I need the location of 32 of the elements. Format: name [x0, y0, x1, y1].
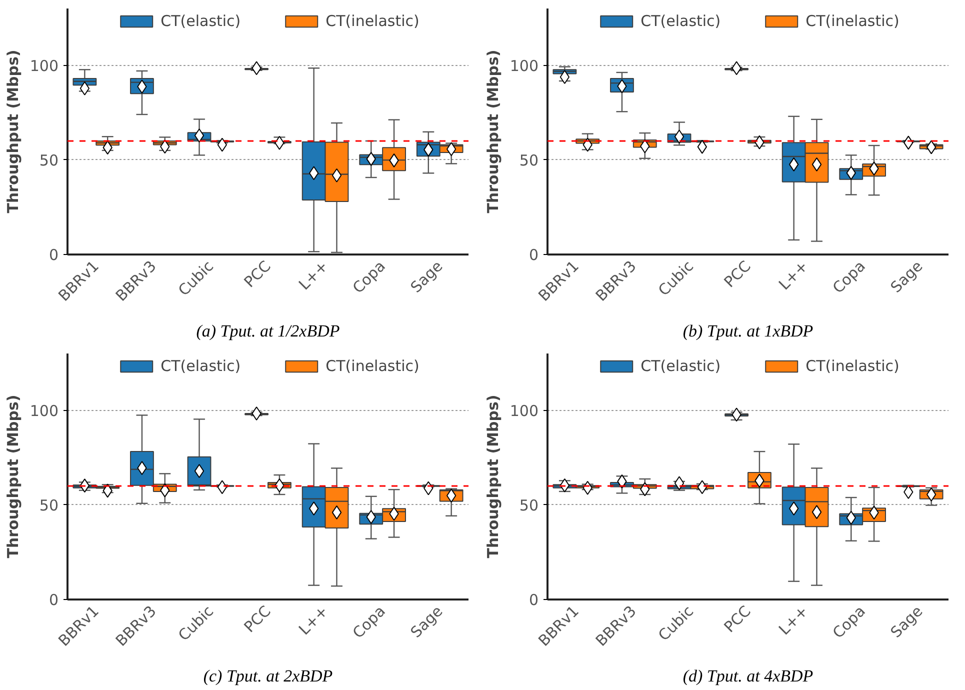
legend-label: CT(inelastic) — [806, 357, 900, 375]
y-tick-label: 100 — [30, 56, 59, 75]
legend-label: CT(elastic) — [160, 12, 241, 30]
y-tick-label: 100 — [510, 402, 539, 420]
y-axis-title: Throughput (Mbps) — [4, 394, 22, 558]
legend-label: CT(inelastic) — [806, 12, 900, 30]
legend-label: CT(elastic) — [640, 12, 721, 30]
y-tick-label: 50 — [39, 496, 59, 514]
text: (a) Tput. at 1/2xBDP — [196, 322, 340, 340]
y-axis-title: Throughput (Mbps) — [484, 394, 502, 558]
text: (c) Tput. at 2xBDP — [203, 666, 333, 686]
y-tick-label: 50 — [519, 151, 539, 170]
y-axis-title: Throughput (Mbps) — [4, 50, 22, 214]
y-tick-label: 50 — [39, 151, 59, 170]
legend-label: CT(elastic) — [640, 357, 721, 375]
x-tick-label: L++ — [295, 257, 332, 294]
y-tick-label: 0 — [48, 246, 59, 264]
y-tick-label: 100 — [30, 402, 59, 420]
text: (d) Tput. at 4xBDP — [682, 666, 814, 686]
x-tick-label: L++ — [775, 257, 812, 294]
x-tick-label: L++ — [775, 602, 812, 639]
y-tick-label: 50 — [519, 496, 539, 514]
legend-label: CT(inelastic) — [326, 12, 420, 30]
text: (b) Tput. at 1xBDP — [682, 322, 814, 340]
y-tick-label: 0 — [528, 246, 539, 264]
legend-label: CT(elastic) — [160, 357, 241, 375]
y-tick-label: 0 — [48, 591, 59, 609]
legend-label: CT(inelastic) — [326, 357, 420, 375]
y-axis-title: Throughput (Mbps) — [484, 50, 502, 214]
y-tick-label: 100 — [510, 56, 539, 75]
y-tick-label: 0 — [528, 591, 539, 609]
x-tick-label: L++ — [295, 602, 332, 639]
